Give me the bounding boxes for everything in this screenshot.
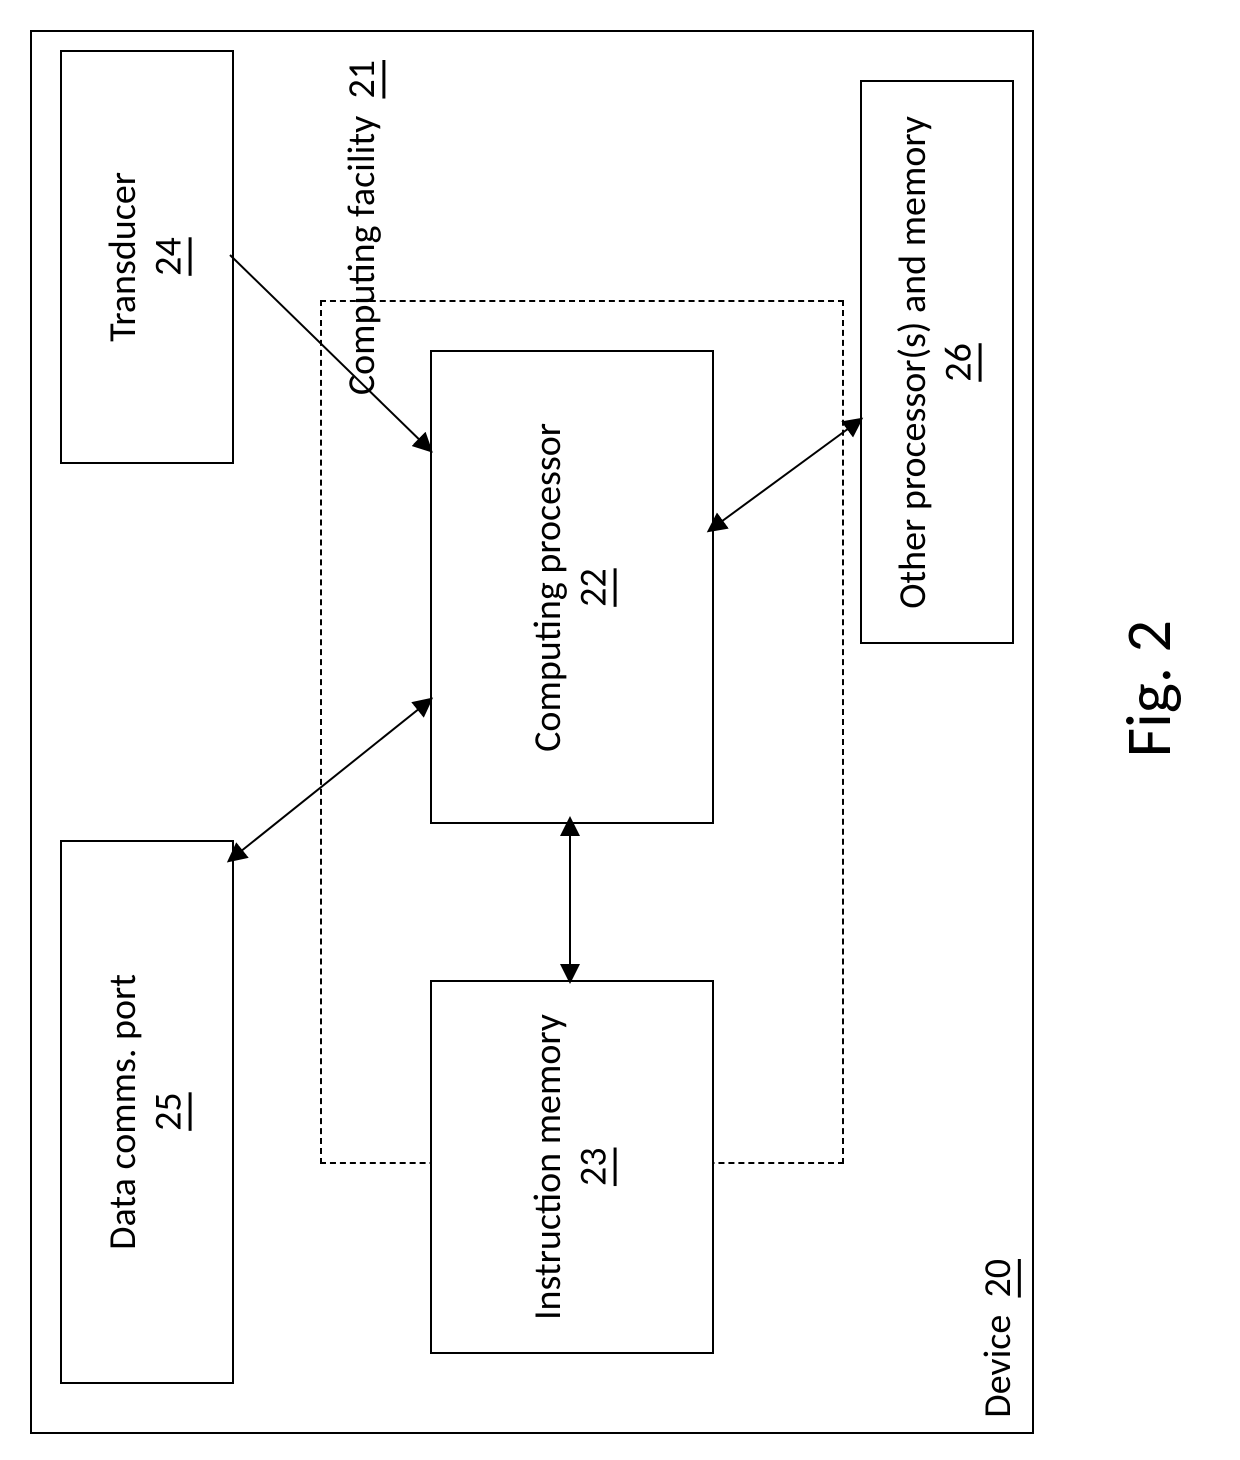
memory-ref: 23 <box>571 1148 617 1187</box>
processor-block: Computing processor 22 <box>430 350 714 824</box>
other-text: Other processor(s) and memory 26 <box>891 116 982 609</box>
transducer-ref: 24 <box>146 238 192 277</box>
device-label: Device 20 <box>976 1259 1022 1418</box>
dataport-ref: 25 <box>146 1093 192 1132</box>
dataport-label: Data comms. port <box>100 974 146 1250</box>
dataport-text: Data comms. port 25 <box>101 974 192 1250</box>
transducer-label: Transducer <box>100 172 146 342</box>
memory-text: Instruction memory 23 <box>526 1014 617 1320</box>
facility-ref: 21 <box>339 60 385 99</box>
memory-label: Instruction memory <box>525 1014 571 1320</box>
other-label: Other processor(s) and memory <box>890 116 936 609</box>
facility-label: Computing facility 21 <box>340 60 386 395</box>
other-ref: 26 <box>936 343 982 382</box>
figure-caption: Fig. 2 <box>1110 620 1188 757</box>
dataport-block: Data comms. port 25 <box>60 840 234 1384</box>
other-block: Other processor(s) and memory 26 <box>860 80 1014 644</box>
transducer-block: Transducer 24 <box>60 50 234 464</box>
device-ref: 20 <box>975 1259 1021 1298</box>
facility-label-text: Computing facility <box>339 116 385 395</box>
processor-text: Computing processor 22 <box>526 423 617 752</box>
figure-caption-text: Fig. 2 <box>1110 620 1188 757</box>
memory-block: Instruction memory 23 <box>430 980 714 1354</box>
device-label-text: Device <box>975 1315 1021 1418</box>
diagram-canvas: Device 20 Computing facility 21 Transduc… <box>0 0 1240 1460</box>
processor-label: Computing processor <box>525 423 571 752</box>
transducer-text: Transducer 24 <box>101 172 192 342</box>
processor-ref: 22 <box>571 568 617 607</box>
